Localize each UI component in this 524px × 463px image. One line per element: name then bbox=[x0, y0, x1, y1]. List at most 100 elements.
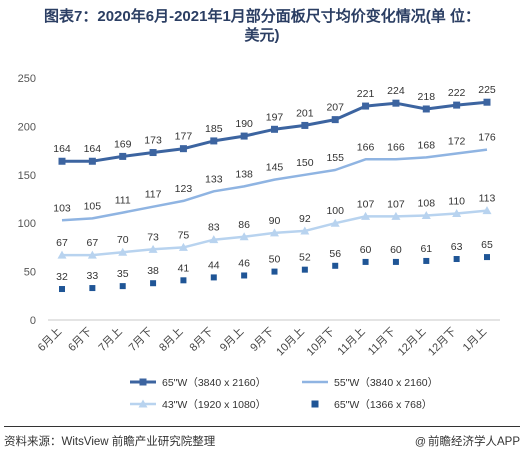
data-point bbox=[180, 277, 187, 284]
data-label: 222 bbox=[448, 87, 466, 99]
x-tick-label: 8月上 bbox=[156, 325, 185, 354]
data-point bbox=[332, 262, 339, 269]
x-tick-label: 11月上 bbox=[335, 325, 368, 358]
data-label: 92 bbox=[299, 213, 311, 225]
data-point bbox=[87, 250, 97, 259]
data-label: 173 bbox=[144, 135, 162, 147]
data-label: 145 bbox=[266, 162, 284, 174]
data-label: 138 bbox=[235, 168, 253, 180]
data-label: 56 bbox=[329, 248, 341, 260]
data-point bbox=[210, 137, 218, 145]
data-point bbox=[452, 209, 462, 218]
data-label: 33 bbox=[87, 270, 99, 282]
x-tick-label: 8月下 bbox=[188, 326, 216, 354]
source-note: 资料来源：WitsView 前瞻产业研究院整理 bbox=[4, 436, 216, 448]
data-label: 65 bbox=[481, 239, 493, 251]
legend-swatch-marker bbox=[138, 399, 148, 408]
data-point bbox=[422, 105, 430, 113]
data-label: 164 bbox=[53, 143, 71, 155]
data-label: 197 bbox=[266, 111, 284, 123]
data-label: 190 bbox=[235, 118, 253, 130]
data-label: 38 bbox=[147, 265, 159, 277]
data-point bbox=[362, 102, 370, 110]
footer-divider bbox=[4, 426, 520, 427]
data-label: 155 bbox=[326, 152, 344, 164]
x-tick-label: 10月下 bbox=[305, 326, 338, 359]
data-point bbox=[453, 256, 460, 263]
x-tick-label: 12月上 bbox=[395, 325, 428, 358]
x-tick-label: 6月下 bbox=[66, 326, 94, 354]
x-tick-label: 9月下 bbox=[248, 326, 276, 354]
x-tick-label: 7月下 bbox=[127, 326, 155, 354]
data-point bbox=[179, 145, 187, 153]
data-label: 221 bbox=[357, 88, 375, 100]
y-tick-label: 0 bbox=[30, 315, 36, 327]
at-sign-icon: @ bbox=[414, 436, 426, 448]
y-tick-label: 100 bbox=[18, 218, 36, 230]
y-tick-label: 200 bbox=[18, 121, 36, 133]
legend-label: 65"W（1366 x 768） bbox=[334, 399, 432, 411]
data-point bbox=[178, 242, 188, 251]
data-label: 177 bbox=[175, 131, 193, 143]
data-label: 63 bbox=[451, 241, 463, 253]
data-label: 113 bbox=[479, 193, 496, 205]
data-label: 105 bbox=[84, 200, 102, 212]
x-tick-label: 10月上 bbox=[274, 325, 307, 358]
data-label: 67 bbox=[56, 237, 68, 249]
data-point bbox=[301, 121, 309, 129]
data-point bbox=[209, 235, 219, 244]
x-tick-label: 7月上 bbox=[96, 325, 125, 354]
data-point bbox=[331, 116, 339, 124]
data-point bbox=[89, 285, 96, 292]
brand-credit: @ 前瞻经济学人APP bbox=[415, 433, 520, 449]
x-tick-label: 12月下 bbox=[426, 326, 459, 359]
data-label: 100 bbox=[326, 205, 344, 217]
data-point bbox=[148, 244, 158, 253]
data-point bbox=[58, 157, 66, 165]
data-label: 166 bbox=[387, 141, 405, 153]
data-label: 75 bbox=[178, 229, 190, 241]
data-label: 176 bbox=[478, 132, 496, 144]
data-point bbox=[330, 218, 340, 227]
data-point bbox=[119, 152, 127, 160]
y-tick-label: 50 bbox=[24, 267, 36, 279]
data-label: 86 bbox=[238, 219, 250, 231]
data-label: 218 bbox=[418, 91, 436, 103]
data-label: 225 bbox=[478, 84, 496, 96]
data-point bbox=[57, 250, 67, 259]
data-label: 90 bbox=[269, 215, 281, 227]
data-point bbox=[271, 268, 278, 275]
data-point bbox=[300, 226, 310, 235]
data-label: 207 bbox=[326, 102, 344, 114]
data-point bbox=[240, 132, 248, 140]
legend-label: 65"W（3840 x 2160） bbox=[162, 377, 266, 389]
data-point bbox=[362, 258, 369, 265]
chart-title-line2: 美元) bbox=[244, 27, 280, 44]
data-point bbox=[210, 274, 217, 281]
chart-title-line1: 图表7：2020年6月-2021年1月部分面板尺寸均价变化情况(单 位： bbox=[44, 8, 480, 25]
data-point bbox=[421, 210, 431, 219]
data-label: 73 bbox=[147, 231, 159, 243]
data-point bbox=[118, 247, 128, 256]
data-label: 41 bbox=[178, 262, 190, 274]
data-label: 46 bbox=[238, 257, 250, 269]
data-point bbox=[361, 211, 371, 220]
data-label: 35 bbox=[117, 268, 129, 280]
data-label: 52 bbox=[299, 252, 311, 264]
legend-label: 55"W（3840 x 2160） bbox=[334, 377, 438, 389]
data-label: 60 bbox=[360, 244, 372, 256]
data-label: 107 bbox=[357, 198, 375, 210]
data-point bbox=[423, 257, 430, 264]
data-point bbox=[392, 99, 400, 107]
data-point bbox=[301, 266, 308, 273]
data-point bbox=[59, 286, 65, 293]
data-label: 164 bbox=[84, 143, 102, 155]
data-point bbox=[270, 228, 279, 237]
data-label: 117 bbox=[145, 189, 162, 201]
data-point bbox=[484, 254, 490, 261]
y-tick-label: 150 bbox=[18, 170, 36, 182]
series-line bbox=[61, 148, 488, 222]
data-point bbox=[150, 280, 157, 287]
